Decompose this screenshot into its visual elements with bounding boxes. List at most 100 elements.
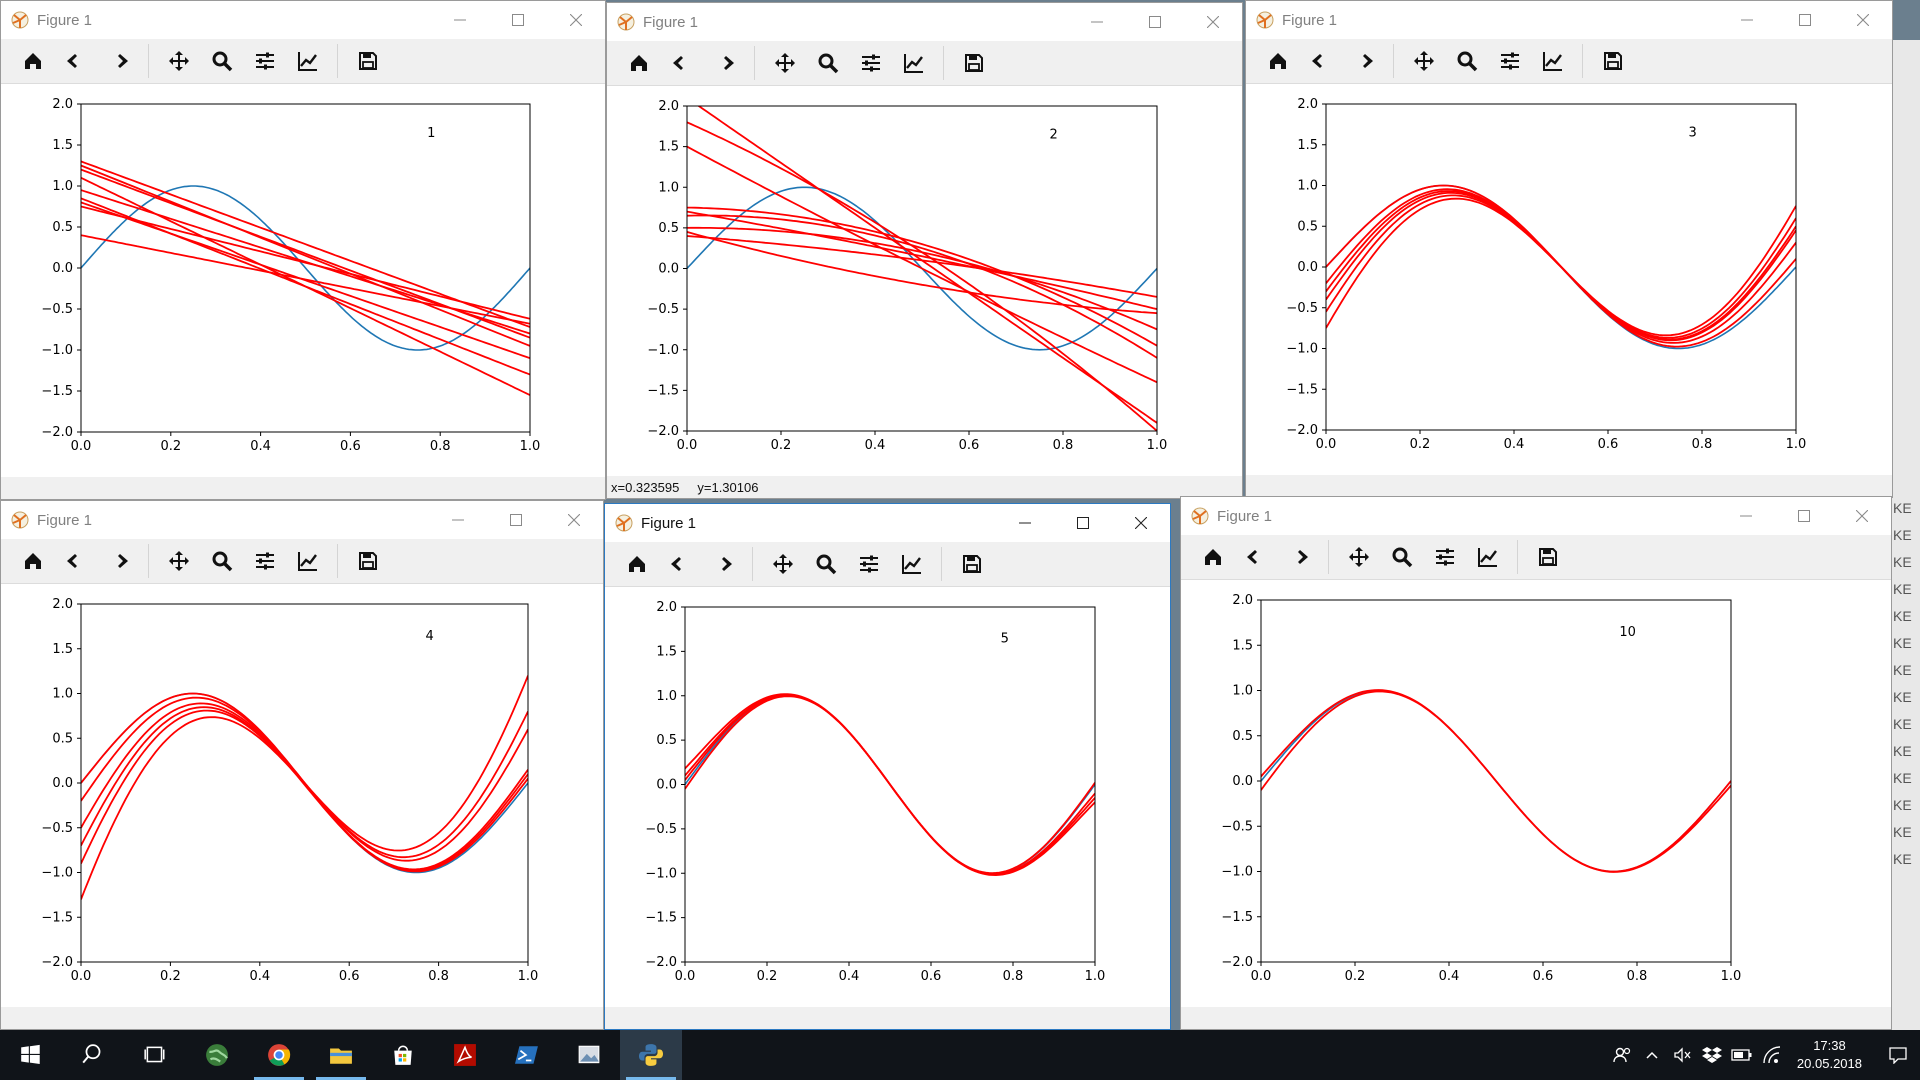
taskbar-chrome-button[interactable] <box>248 1030 310 1080</box>
taskbar-store-button[interactable] <box>372 1030 434 1080</box>
zoom-button[interactable] <box>806 43 849 83</box>
zoom-button[interactable] <box>200 41 243 81</box>
forward-arrow-button[interactable] <box>701 544 744 584</box>
save-button[interactable] <box>950 544 993 584</box>
battery-icon[interactable] <box>1727 1030 1757 1080</box>
title-bar[interactable]: Figure 1 <box>1181 497 1891 535</box>
home-button[interactable] <box>11 41 54 81</box>
home-button[interactable] <box>11 541 54 581</box>
figure-canvas[interactable]: 0.0 0.2 0.4 0.6 0.8 1.0 −2.0 −1.5 −1.0 −0.5 0.0 0.5… <box>1246 84 1892 475</box>
close-button[interactable] <box>545 501 603 539</box>
save-button[interactable] <box>346 41 389 81</box>
save-button[interactable] <box>952 43 995 83</box>
chevron-up-icon[interactable] <box>1637 1030 1667 1080</box>
figure-window-1[interactable]: Figure 1 0.0 0.2 0.4 0.6 0.8 1.0 −2.0 −1.5 −1.0 −0… <box>0 0 606 500</box>
configure-subplots-button[interactable] <box>1488 41 1531 81</box>
pan-button[interactable] <box>761 544 804 584</box>
taskbar-image-viewer-button[interactable] <box>558 1030 620 1080</box>
maximize-button[interactable] <box>1775 497 1833 535</box>
taskbar-search-button[interactable] <box>62 1030 124 1080</box>
pan-button[interactable] <box>763 43 806 83</box>
forward-arrow-button[interactable] <box>97 41 140 81</box>
close-button[interactable] <box>1833 497 1891 535</box>
title-bar[interactable]: Figure 1 <box>1 1 605 39</box>
taskbar-start-button[interactable] <box>0 1030 62 1080</box>
close-button[interactable] <box>1112 504 1170 542</box>
maximize-button[interactable] <box>487 501 545 539</box>
title-bar[interactable]: Figure 1 <box>607 3 1242 41</box>
forward-arrow-button[interactable] <box>1277 537 1320 577</box>
wifi-icon[interactable] <box>1757 1030 1787 1080</box>
edit-axis-button[interactable] <box>892 43 935 83</box>
close-button[interactable] <box>1184 3 1242 41</box>
figure-canvas[interactable]: 0.0 0.2 0.4 0.6 0.8 1.0 −2.0 −1.5 −1.0 −0.5 0.0 0.5… <box>1181 580 1891 1007</box>
maximize-button[interactable] <box>1054 504 1112 542</box>
minimize-button[interactable] <box>1717 497 1775 535</box>
figure-window-3[interactable]: Figure 1 0.0 0.2 0.4 0.6 0.8 1.0 −2.0 −1.5 −1.0 −0… <box>1245 0 1893 498</box>
back-arrow-button[interactable] <box>1299 41 1342 81</box>
save-button[interactable] <box>1526 537 1569 577</box>
maximize-button[interactable] <box>1776 1 1834 39</box>
minimize-button[interactable] <box>431 1 489 39</box>
save-button[interactable] <box>1591 41 1634 81</box>
figure-canvas[interactable]: 0.0 0.2 0.4 0.6 0.8 1.0 −2.0 −1.5 −1.0 −0.5 0.0 0.5… <box>1 84 605 477</box>
back-arrow-button[interactable] <box>54 541 97 581</box>
close-button[interactable] <box>1834 1 1892 39</box>
figure-window-5[interactable]: Figure 1 0.0 0.2 0.4 0.6 0.8 1.0 −2.0 −1.5 −1.0 −0… <box>604 503 1171 1030</box>
title-bar[interactable]: Figure 1 <box>1246 1 1892 39</box>
configure-subplots-button[interactable] <box>1423 537 1466 577</box>
pan-button[interactable] <box>157 41 200 81</box>
figure-window-2[interactable]: Figure 1 0.0 0.2 0.4 0.6 0.8 1.0 −2.0 −1.5 −1.0 −0… <box>606 2 1243 499</box>
taskbar-powershell-button[interactable] <box>496 1030 558 1080</box>
zoom-button[interactable] <box>1380 537 1423 577</box>
minimize-button[interactable] <box>1068 3 1126 41</box>
back-arrow-button[interactable] <box>54 41 97 81</box>
configure-subplots-button[interactable] <box>243 541 286 581</box>
dropbox-icon[interactable] <box>1697 1030 1727 1080</box>
save-button[interactable] <box>346 541 389 581</box>
volume-muted-icon[interactable] <box>1667 1030 1697 1080</box>
close-button[interactable] <box>547 1 605 39</box>
back-arrow-button[interactable] <box>658 544 701 584</box>
title-bar[interactable]: Figure 1 <box>1 501 603 539</box>
figure-window-10[interactable]: Figure 1 0.0 0.2 0.4 0.6 0.8 1.0 −2.0 −1.5 −1.0 −0… <box>1180 496 1892 1030</box>
taskbar-python-button[interactable] <box>620 1030 682 1080</box>
zoom-button[interactable] <box>804 544 847 584</box>
back-arrow-button[interactable] <box>1234 537 1277 577</box>
minimize-button[interactable] <box>996 504 1054 542</box>
maximize-button[interactable] <box>489 1 547 39</box>
edit-axis-button[interactable] <box>1531 41 1574 81</box>
figure-canvas[interactable]: 0.0 0.2 0.4 0.6 0.8 1.0 −2.0 −1.5 −1.0 −0.5 0.0 0.5… <box>1 584 603 1007</box>
home-button[interactable] <box>615 544 658 584</box>
configure-subplots-button[interactable] <box>243 41 286 81</box>
zoom-button[interactable] <box>200 541 243 581</box>
taskbar-acrobat-button[interactable] <box>434 1030 496 1080</box>
maximize-button[interactable] <box>1126 3 1184 41</box>
home-button[interactable] <box>617 43 660 83</box>
title-bar[interactable]: Figure 1 <box>605 504 1170 542</box>
zoom-button[interactable] <box>1445 41 1488 81</box>
pan-button[interactable] <box>157 541 200 581</box>
edit-axis-button[interactable] <box>890 544 933 584</box>
taskbar-globe-app-button[interactable] <box>186 1030 248 1080</box>
figure-canvas[interactable]: 0.0 0.2 0.4 0.6 0.8 1.0 −2.0 −1.5 −1.0 −0.5 0.0 0.5… <box>605 587 1170 1007</box>
clock[interactable]: 17:38 20.05.2018 <box>1797 1037 1862 1073</box>
configure-subplots-button[interactable] <box>849 43 892 83</box>
taskbar-task-view-button[interactable] <box>124 1030 186 1080</box>
home-button[interactable] <box>1191 537 1234 577</box>
forward-arrow-button[interactable] <box>1342 41 1385 81</box>
pan-button[interactable] <box>1337 537 1380 577</box>
home-button[interactable] <box>1256 41 1299 81</box>
edit-axis-button[interactable] <box>286 41 329 81</box>
forward-arrow-button[interactable] <box>97 541 140 581</box>
figure-window-4[interactable]: Figure 1 0.0 0.2 0.4 0.6 0.8 1.0 −2.0 −1.5 −1.0 −0… <box>0 500 604 1030</box>
people-icon[interactable] <box>1607 1030 1637 1080</box>
pan-button[interactable] <box>1402 41 1445 81</box>
notifications-icon[interactable] <box>1876 1030 1920 1080</box>
configure-subplots-button[interactable] <box>847 544 890 584</box>
figure-canvas[interactable]: 0.0 0.2 0.4 0.6 0.8 1.0 −2.0 −1.5 −1.0 −0.5 0.0 0.5… <box>607 86 1242 476</box>
minimize-button[interactable] <box>429 501 487 539</box>
edit-axis-button[interactable] <box>286 541 329 581</box>
taskbar-file-explorer-button[interactable] <box>310 1030 372 1080</box>
back-arrow-button[interactable] <box>660 43 703 83</box>
